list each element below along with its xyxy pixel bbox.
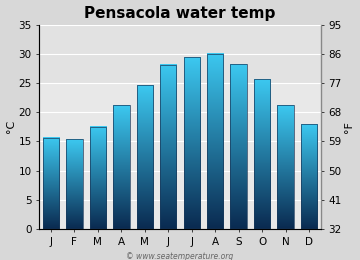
Bar bbox=[113, 105, 130, 229]
Bar bbox=[230, 64, 247, 229]
Bar bbox=[136, 85, 153, 229]
Bar bbox=[90, 127, 106, 229]
Y-axis label: °F: °F bbox=[345, 121, 355, 133]
Bar bbox=[39, 24, 321, 83]
Title: Pensacola water temp: Pensacola water temp bbox=[84, 5, 276, 21]
Bar bbox=[254, 79, 270, 229]
Bar bbox=[277, 105, 294, 229]
Bar bbox=[184, 57, 200, 229]
Bar bbox=[301, 125, 317, 229]
Bar bbox=[207, 54, 224, 229]
Bar bbox=[160, 65, 176, 229]
Text: © www.seatemperature.org: © www.seatemperature.org bbox=[126, 252, 234, 260]
Y-axis label: °C: °C bbox=[5, 120, 15, 133]
Bar bbox=[66, 139, 83, 229]
Bar bbox=[43, 138, 59, 229]
